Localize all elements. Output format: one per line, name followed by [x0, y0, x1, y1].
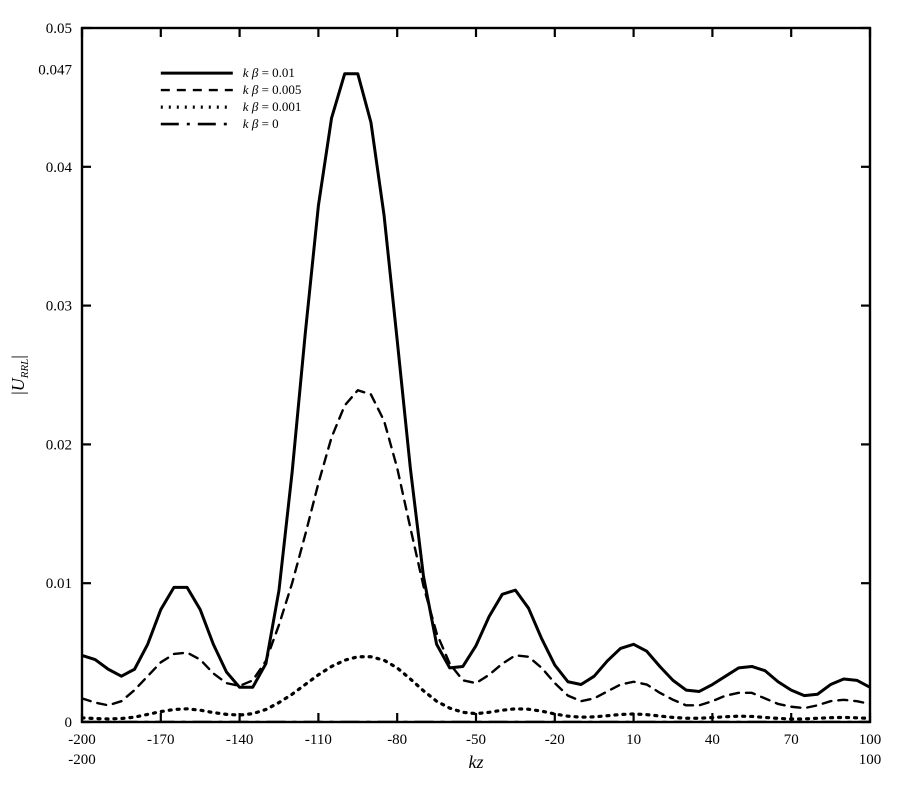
chart-background [0, 0, 900, 800]
y-tick-label: 0.02 [46, 437, 72, 453]
legend-label: k β = 0.01 [243, 65, 295, 80]
y-tick-label: 0.05 [46, 21, 72, 37]
x-tick-label: -20 [545, 732, 565, 748]
y-tick-label: 0.03 [46, 299, 72, 315]
y-secondary-label: 0.047 [38, 63, 72, 79]
y-tick-label: 0.04 [46, 160, 73, 176]
x-tick-label: -50 [466, 732, 486, 748]
x-tick-label: -80 [387, 732, 407, 748]
legend-label: k β = 0 [243, 116, 279, 131]
x-tick-label: 10 [626, 732, 641, 748]
x-tick-label: -110 [305, 732, 332, 748]
line-chart: -200 -170 -140 -110 -80 -50 -20 10 40 70 100 -200 10… [0, 0, 900, 800]
y-tick-label: 0.01 [46, 576, 72, 592]
x-tick-label: -200 [68, 732, 96, 748]
x-axis-label: kz [468, 752, 483, 772]
x-secondary-right: 100 [859, 752, 882, 768]
legend-label: k β = 0.005 [243, 82, 302, 97]
x-tick-label: 70 [784, 732, 799, 748]
y-tick-label: 0 [65, 715, 73, 731]
x-tick-label: -140 [226, 732, 254, 748]
x-tick-label: 40 [705, 732, 720, 748]
x-secondary-left: -200 [68, 752, 96, 768]
x-tick-label: 100 [859, 732, 882, 748]
x-tick-label: -170 [147, 732, 175, 748]
legend-label: k β = 0.001 [243, 99, 302, 114]
chart-svg: -200 -170 -140 -110 -80 -50 -20 10 40 70 100 -200 10… [0, 0, 900, 800]
